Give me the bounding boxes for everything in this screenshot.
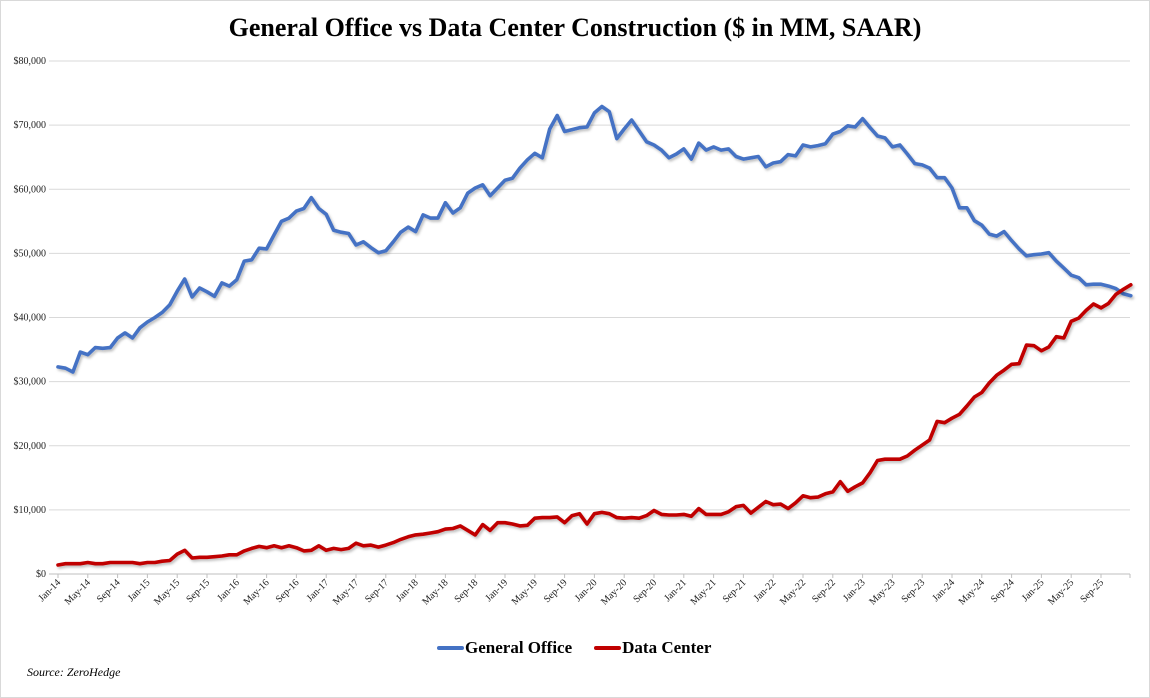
x-tick-label: Sep-17 <box>363 577 391 605</box>
y-tick-label: $70,000 <box>14 120 47 131</box>
x-tick-label: Jan-21 <box>662 577 689 604</box>
chart-title: General Office vs Data Center Constructi… <box>228 13 922 42</box>
x-tick-label: May-18 <box>420 577 450 607</box>
legend-item-general-office: General Office <box>437 638 572 658</box>
x-tick-label: Sep-21 <box>721 577 749 605</box>
x-tick-label: Jan-22 <box>752 577 779 604</box>
legend-label: General Office <box>465 638 573 657</box>
y-axis: $0 $10,000 $20,000 $30,000 $40,000 $50,000 $60… <box>14 56 47 580</box>
x-tick-label: Jan-15 <box>126 577 153 604</box>
y-tick-label: $50,000 <box>14 248 47 259</box>
legend-item-data-center: Data Center <box>594 638 711 658</box>
y-tick-label: $30,000 <box>14 377 47 388</box>
series-line-data-center <box>56 282 1133 567</box>
x-tick-label: Jan-17 <box>305 577 332 604</box>
x-tick-label: Jan-14 <box>36 577 63 604</box>
x-axis: Jan-14 May-14 Sep-14 Jan-15 May-15 Sep-15 Jan-… <box>36 574 1131 608</box>
x-tick-label: Sep-25 <box>1078 577 1106 605</box>
x-tick-label: May-20 <box>599 577 629 607</box>
y-tick-label: $40,000 <box>14 313 47 324</box>
series-line-general-office <box>56 104 1133 374</box>
x-tick-label: Sep-24 <box>989 577 1017 605</box>
x-tick-label: Jan-19 <box>483 577 510 604</box>
x-tick-label: Sep-22 <box>810 577 838 605</box>
series-lines <box>56 104 1133 567</box>
gridlines <box>49 60 1130 575</box>
y-tick-label: $0 <box>36 569 46 580</box>
line-chart: $0 $10,000 $20,000 $30,000 $40,000 $50,000 $60… <box>14 56 1133 608</box>
x-tick-label: May-19 <box>510 577 540 607</box>
x-tick-label: May-23 <box>867 577 897 607</box>
x-tick-label: May-14 <box>63 577 93 607</box>
x-tick-label: Jan-16 <box>215 577 242 604</box>
x-tick-label: Sep-20 <box>631 577 659 605</box>
y-tick-label: $80,000 <box>14 56 47 67</box>
x-tick-label: May-16 <box>242 577 272 607</box>
x-tick-label: Sep-19 <box>542 577 570 605</box>
legend-swatch-general-office <box>437 646 464 650</box>
x-tick-label: Jan-25 <box>1020 577 1047 604</box>
x-tick-label: Sep-23 <box>900 577 928 605</box>
x-tick-label: Jan-18 <box>394 577 421 604</box>
x-tick-label: Sep-18 <box>453 577 481 605</box>
legend: General Office Data Center <box>437 638 733 658</box>
x-tick-label: May-22 <box>778 577 808 607</box>
y-tick-label: $60,000 <box>14 184 47 195</box>
x-tick-label: Sep-16 <box>274 577 302 605</box>
x-tick-label: May-17 <box>331 577 361 607</box>
x-tick-label: Sep-14 <box>95 577 123 605</box>
x-tick-label: Jan-20 <box>573 577 600 604</box>
y-tick-label: $20,000 <box>14 441 47 452</box>
y-tick-label: $10,000 <box>14 505 47 516</box>
x-tick-label: Jan-23 <box>841 577 868 604</box>
x-tick-label: Sep-15 <box>184 577 212 605</box>
legend-label: Data Center <box>622 638 712 657</box>
x-tick-label: May-21 <box>689 577 719 607</box>
x-tick-label: May-25 <box>1046 577 1076 607</box>
legend-swatch-data-center <box>594 646 622 650</box>
x-tick-label: Jan-24 <box>930 577 957 604</box>
x-tick-label: May-24 <box>957 577 987 607</box>
x-tick-label: May-15 <box>152 577 182 607</box>
source-note: Source: ZeroHedge <box>27 665 121 679</box>
